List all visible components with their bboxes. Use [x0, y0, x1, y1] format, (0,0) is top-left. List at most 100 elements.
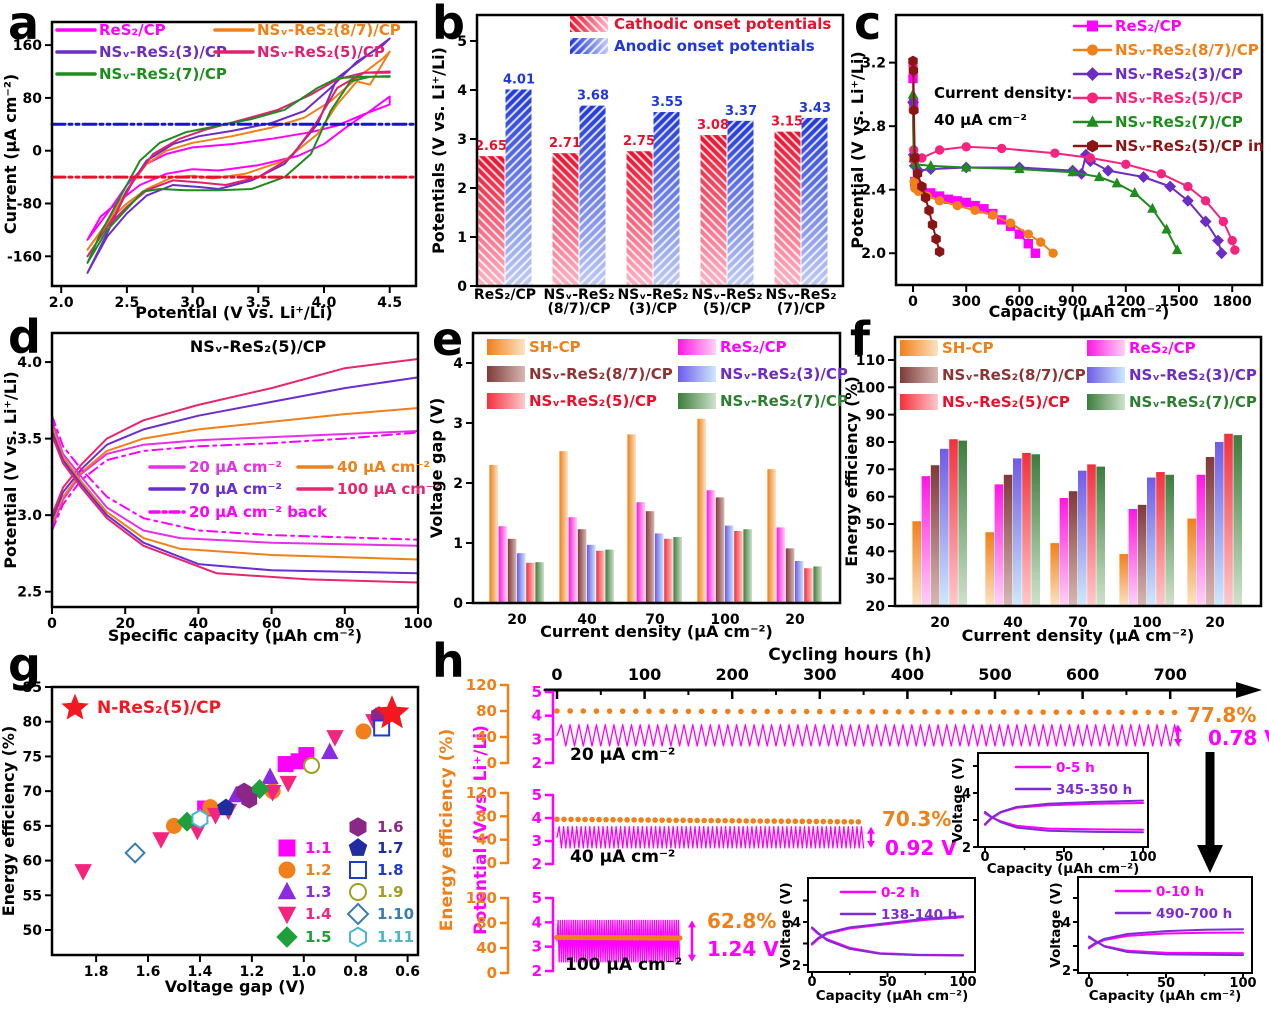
svg-text:2.5: 2.5 [17, 585, 42, 601]
svg-text:4.0: 4.0 [17, 355, 42, 371]
svg-text:100: 100 [710, 612, 739, 628]
panel-c-letter: c [854, 0, 882, 50]
svg-text:4: 4 [453, 356, 463, 372]
svg-text:490-700 h: 490-700 h [1156, 906, 1232, 922]
svg-text:1.6: 1.6 [377, 818, 404, 836]
svg-text:1.2: 1.2 [239, 964, 264, 980]
svg-text:NSᵥ-ReS₂(5)/CP: NSᵥ-ReS₂(5)/CP [257, 43, 385, 61]
svg-text:80: 80 [335, 616, 355, 632]
svg-text:0-5 h: 0-5 h [1056, 760, 1095, 776]
svg-text:600: 600 [1066, 665, 1099, 684]
svg-text:3.37: 3.37 [725, 104, 757, 119]
svg-text:70: 70 [1068, 615, 1088, 631]
svg-text:0: 0 [47, 616, 57, 632]
svg-text:Voltage (V): Voltage (V) [950, 757, 966, 842]
svg-text:100: 100 [1129, 850, 1156, 865]
svg-text:2.4: 2.4 [861, 183, 886, 199]
svg-text:ReS₂/CP: ReS₂/CP [720, 338, 787, 356]
svg-text:0: 0 [457, 279, 467, 295]
svg-text:NSᵥ-ReS₂(3)/CP: NSᵥ-ReS₂(3)/CP [1129, 366, 1257, 384]
svg-text:20: 20 [115, 616, 135, 632]
panel-g-letter: g [8, 638, 41, 692]
svg-text:3.15: 3.15 [771, 115, 803, 130]
svg-text:4.0: 4.0 [312, 295, 337, 311]
svg-text:Current density:: Current density: [934, 84, 1072, 102]
svg-text:2: 2 [532, 754, 542, 772]
svg-text:2: 2 [457, 181, 467, 197]
svg-text:NSᵥ-ReS₂(3)/CP: NSᵥ-ReS₂(3)/CP [99, 43, 227, 61]
svg-text:4: 4 [532, 809, 542, 827]
svg-text:1: 1 [457, 230, 467, 246]
svg-text:70: 70 [645, 612, 665, 628]
svg-text:1.8: 1.8 [377, 861, 404, 879]
svg-text:40 μA cm⁻²: 40 μA cm⁻² [337, 458, 430, 476]
svg-text:70: 70 [866, 462, 886, 478]
svg-text:Potential (V vs. Li⁺/Li): Potential (V vs. Li⁺/Li) [848, 51, 867, 248]
svg-text:2.0: 2.0 [861, 246, 886, 262]
svg-text:0: 0 [551, 665, 562, 684]
svg-text:40 μA cm⁻²: 40 μA cm⁻² [570, 847, 675, 867]
svg-text:40: 40 [1003, 615, 1023, 631]
svg-text:NSᵥ-ReS₂(8/7)/CP: NSᵥ-ReS₂(8/7)/CP [529, 365, 673, 383]
svg-text:(3)/CP: (3)/CP [629, 301, 677, 317]
svg-text:SH-CP: SH-CP [942, 339, 994, 357]
panel-a-letter: a [8, 0, 40, 50]
svg-text:3.2: 3.2 [861, 56, 886, 72]
svg-text:20: 20 [1205, 615, 1225, 631]
svg-text:-80: -80 [17, 197, 43, 213]
svg-text:40: 40 [476, 728, 497, 746]
svg-text:1200: 1200 [1106, 294, 1145, 310]
svg-text:Potential (V vs. Li⁺/Li): Potential (V vs. Li⁺/Li) [135, 303, 332, 322]
svg-text:1800: 1800 [1213, 294, 1252, 310]
svg-text:60: 60 [262, 616, 282, 632]
svg-text:70.3%: 70.3% [882, 807, 951, 831]
svg-text:Voltage (V): Voltage (V) [778, 882, 794, 967]
svg-text:0: 0 [487, 964, 497, 982]
svg-text:80: 80 [23, 715, 43, 731]
svg-text:4: 4 [532, 913, 542, 931]
svg-text:Energy efficiency (%): Energy efficiency (%) [842, 376, 861, 567]
svg-text:ReS₂/CP: ReS₂/CP [474, 287, 536, 303]
svg-text:NSᵥ-ReS₂(5)/CP: NSᵥ-ReS₂(5)/CP [529, 392, 657, 410]
svg-text:2.71: 2.71 [549, 136, 581, 151]
svg-text:60: 60 [866, 490, 886, 506]
svg-text:NSᵥ-ReS₂(8/7)/CP: NSᵥ-ReS₂(8/7)/CP [942, 366, 1086, 384]
svg-text:65: 65 [23, 819, 42, 835]
svg-text:Potential (V vs. Li⁺/Li): Potential (V vs. Li⁺/Li) [471, 725, 491, 935]
svg-text:70 μA cm⁻²: 70 μA cm⁻² [189, 480, 282, 498]
svg-text:NSᵥ-ReS₂: NSᵥ-ReS₂ [617, 287, 688, 303]
svg-text:SH-CP: SH-CP [529, 338, 581, 356]
svg-text:NSᵥ-ReS₂(5)/CP: NSᵥ-ReS₂(5)/CP [190, 337, 327, 356]
svg-text:4: 4 [962, 787, 971, 802]
svg-text:ReS₂/CP: ReS₂/CP [99, 21, 166, 39]
svg-text:900: 900 [1058, 294, 1087, 310]
svg-text:Voltage gap (V): Voltage gap (V) [427, 398, 446, 539]
svg-text:Energy efficiency (%): Energy efficiency (%) [0, 726, 18, 917]
svg-text:85: 85 [23, 680, 42, 696]
svg-text:300: 300 [952, 294, 981, 310]
svg-text:110: 110 [856, 353, 885, 369]
svg-text:5: 5 [457, 34, 467, 50]
svg-text:90: 90 [866, 408, 886, 424]
svg-text:0.8: 0.8 [343, 964, 368, 980]
svg-text:NSᵥ-ReS₂(7)/CP: NSᵥ-ReS₂(7)/CP [720, 392, 848, 410]
svg-text:5: 5 [532, 786, 542, 804]
svg-text:80: 80 [476, 807, 497, 825]
svg-text:100: 100 [856, 380, 885, 396]
svg-text:75: 75 [23, 749, 42, 765]
svg-text:3.55: 3.55 [651, 95, 683, 110]
svg-text:Capacity (μAh cm⁻²): Capacity (μAh cm⁻²) [987, 861, 1140, 877]
svg-text:50: 50 [878, 975, 896, 990]
svg-text:NSᵥ-ReS₂(8/7)/CP: NSᵥ-ReS₂(8/7)/CP [257, 21, 401, 39]
svg-text:3.5: 3.5 [17, 432, 42, 448]
svg-text:ReS₂/CP: ReS₂/CP [1115, 17, 1182, 35]
svg-text:3.68: 3.68 [577, 89, 609, 104]
svg-text:3: 3 [532, 730, 542, 748]
svg-text:NSᵥ-ReS₂: NSᵥ-ReS₂ [765, 287, 836, 303]
panel-h-letter: h [432, 634, 465, 688]
svg-text:N-ReS₂(5)/CP: N-ReS₂(5)/CP [97, 698, 221, 718]
svg-text:80: 80 [23, 91, 43, 107]
svg-text:3.43: 3.43 [799, 101, 831, 116]
svg-text:20: 20 [930, 615, 950, 631]
